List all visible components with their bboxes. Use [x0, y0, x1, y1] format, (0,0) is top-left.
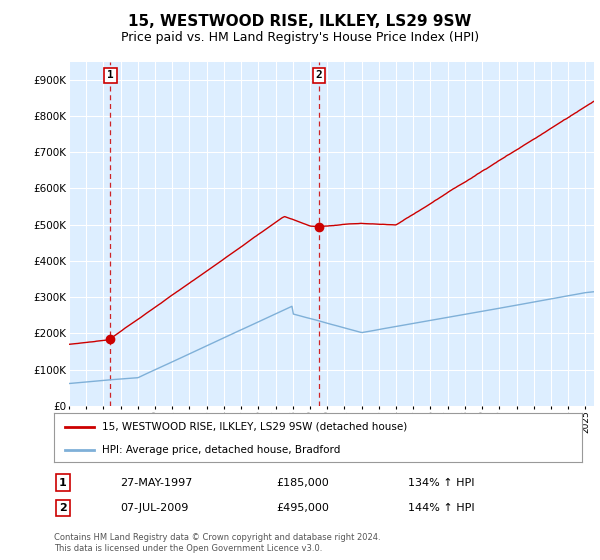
- Text: £185,000: £185,000: [276, 478, 329, 488]
- Text: Contains HM Land Registry data © Crown copyright and database right 2024.
This d: Contains HM Land Registry data © Crown c…: [54, 533, 380, 553]
- Text: 15, WESTWOOD RISE, ILKLEY, LS29 9SW (detached house): 15, WESTWOOD RISE, ILKLEY, LS29 9SW (det…: [101, 422, 407, 432]
- Text: 134% ↑ HPI: 134% ↑ HPI: [408, 478, 475, 488]
- Text: £495,000: £495,000: [276, 503, 329, 513]
- Text: 144% ↑ HPI: 144% ↑ HPI: [408, 503, 475, 513]
- Text: 2: 2: [316, 71, 322, 81]
- Text: 1: 1: [59, 478, 67, 488]
- Text: Price paid vs. HM Land Registry's House Price Index (HPI): Price paid vs. HM Land Registry's House …: [121, 31, 479, 44]
- Text: 15, WESTWOOD RISE, ILKLEY, LS29 9SW: 15, WESTWOOD RISE, ILKLEY, LS29 9SW: [128, 14, 472, 29]
- Text: 1: 1: [107, 71, 114, 81]
- Text: 2: 2: [59, 503, 67, 513]
- Text: 07-JUL-2009: 07-JUL-2009: [120, 503, 188, 513]
- Text: HPI: Average price, detached house, Bradford: HPI: Average price, detached house, Brad…: [101, 445, 340, 455]
- Text: 27-MAY-1997: 27-MAY-1997: [120, 478, 193, 488]
